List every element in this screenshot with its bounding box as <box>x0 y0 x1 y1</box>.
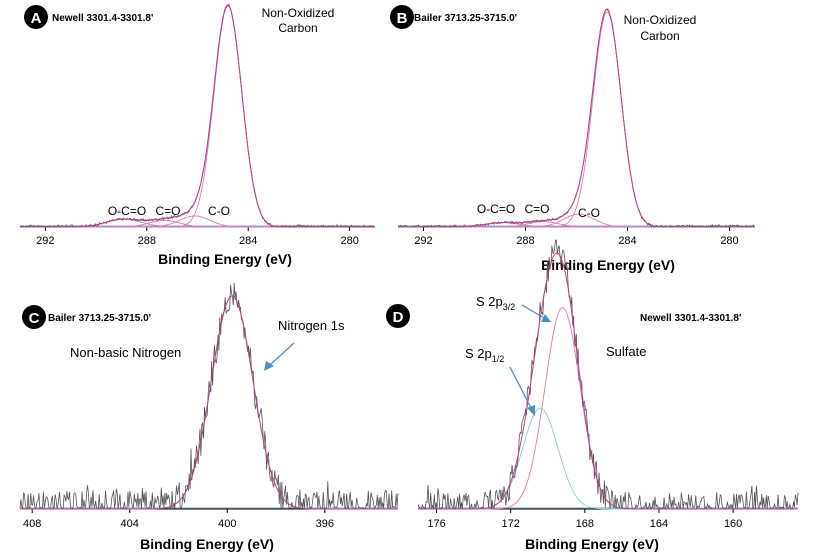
panel-c-fit-envelope <box>20 295 398 510</box>
panel-c-arrow <box>264 342 295 371</box>
panel-c-arrow-shaft <box>269 342 295 366</box>
panel-d-badge: D <box>386 304 410 328</box>
panel-d-component-peak <box>418 307 798 510</box>
panel-a-tick-label: 292 <box>36 235 54 247</box>
panel-b-badge-circle <box>390 5 414 29</box>
panel-d-badge-circle <box>386 304 410 328</box>
panel-d-tick-label: 176 <box>427 518 445 530</box>
panel-b-tick-label: 280 <box>720 235 738 247</box>
panel-d-raw-spectrum <box>417 239 799 511</box>
panel-b-annotation-ocoo: O-C=O <box>477 202 515 216</box>
panel-a-fit-envelope <box>20 4 375 228</box>
panel-c-plot <box>19 282 399 510</box>
panel-b-sample-label: Bailer 3713.25-3715.0' <box>414 13 517 24</box>
panel-b-tick-label: 292 <box>414 235 432 247</box>
panel-b-badge-letter: B <box>397 10 408 27</box>
panel-b-xlabel: Binding Energy (eV) <box>541 257 675 273</box>
panel-b: 292 288 284 280 B Bailer 3713.25-3715.0' No… <box>390 5 756 273</box>
panel-b-tick-label: 288 <box>516 235 534 247</box>
panel-a-tick-label: 284 <box>239 235 257 247</box>
panel-a-badge: A <box>24 5 48 29</box>
panel-a-tick-label: 280 <box>340 235 358 247</box>
panel-d-arrow-lower-head <box>527 405 535 416</box>
panel-c-badge: C <box>22 305 46 329</box>
panel-a-annotation-nonoxidized: Non-Oxidized <box>262 6 335 20</box>
panel-d-tick-label: 160 <box>724 518 742 530</box>
panel-a-annotation-ocoo: O-C=O <box>108 204 146 218</box>
panel-d-xlabel: Binding Energy (eV) <box>525 536 659 552</box>
panel-c: 408 404 400 396 C Bailer 3713.25-3715.0' Ni… <box>19 282 399 552</box>
panel-a-tick-label: 288 <box>138 235 156 247</box>
panel-a-badge-letter: A <box>31 10 42 27</box>
panel-a-plot <box>19 3 376 228</box>
panel-d-arrow-upper-shaft <box>521 304 545 319</box>
panel-d-arrow-lower <box>509 366 535 416</box>
panel-d-annotation-s2p32: S 2p3/2 <box>476 294 515 312</box>
panel-b-ticks: 292 288 284 280 <box>414 227 739 247</box>
panel-c-annotation-nonbasic: Non-basic Nitrogen <box>70 345 181 360</box>
panel-c-tick-label: 404 <box>121 518 139 530</box>
panel-d-s2p12-sub: 1/2 <box>492 354 505 364</box>
panel-d-sample-label: Newell 3301.4-3301.8' <box>640 313 741 324</box>
panel-d-s2p32-main: S 2p <box>476 294 503 309</box>
panel-d-s2p12-main: S 2p <box>465 346 492 361</box>
panel-b-badge: B <box>390 5 414 29</box>
panel-c-badge-letter: C <box>29 310 40 327</box>
panel-d-arrow-lower-shaft <box>509 366 532 409</box>
panel-a-annotation-co-single: C-O <box>208 204 230 218</box>
panel-d-arrow-upper-head <box>541 314 551 322</box>
panel-c-badge-circle <box>22 305 46 329</box>
panel-a: 292 288 284 280 A Newell 3301.4-3301.8' Non… <box>19 3 376 267</box>
panel-d-tick-label: 168 <box>576 518 594 530</box>
panel-a-badge-circle <box>24 5 48 29</box>
panel-c-tick-label: 400 <box>218 518 236 530</box>
panel-c-xlabel: Binding Energy (eV) <box>140 536 274 552</box>
panel-b-annotation-co-double: C=O <box>524 202 549 216</box>
panel-c-sample-label: Bailer 3713.25-3715.0' <box>48 313 151 324</box>
panel-d-plot <box>417 239 799 511</box>
panel-c-annotation-nitrogen: Nitrogen 1s <box>278 318 345 333</box>
panel-d-ticks: 176 172 168 164 160 <box>427 509 742 530</box>
panel-b-plot <box>397 8 756 228</box>
panel-d-badge-letter: D <box>393 309 404 326</box>
panel-a-annotation-co-double: C=O <box>155 204 180 218</box>
panel-a-ticks: 292 288 284 280 <box>36 227 359 247</box>
panel-d: 176 172 168 164 160 D Newell 3301.4-3301.8' … <box>386 239 799 552</box>
panel-d-tick-label: 172 <box>502 518 520 530</box>
panel-b-annotation-co-single: C-O <box>578 206 600 220</box>
panel-c-ticks: 408 404 400 396 <box>23 509 334 530</box>
panel-d-s2p32-sub: 3/2 <box>503 302 516 312</box>
panel-d-arrow-upper <box>521 304 551 322</box>
panel-c-tick-label: 408 <box>23 518 41 530</box>
panel-d-fit-envelope <box>418 252 798 510</box>
panel-c-arrow-head <box>264 361 274 371</box>
panel-d-annotation-s2p12: S 2p1/2 <box>465 346 504 364</box>
panel-b-fit-envelope <box>398 9 755 228</box>
panel-b-tick-label: 284 <box>618 235 636 247</box>
panel-d-annotation-sulfate: Sulfate <box>606 344 646 359</box>
panel-b-annotation-carbon: Carbon <box>640 29 679 43</box>
panel-b-component-peak <box>398 213 755 228</box>
panel-a-sample-label: Newell 3301.4-3301.8' <box>52 13 153 24</box>
panel-d-tick-label: 164 <box>650 518 668 530</box>
panel-a-annotation-carbon: Carbon <box>278 21 317 35</box>
panel-b-annotation-nonoxidized: Non-Oxidized <box>624 13 697 27</box>
panel-c-tick-label: 396 <box>316 518 334 530</box>
panel-a-xlabel: Binding Energy (eV) <box>158 251 292 267</box>
panel-d-component-peak <box>418 407 798 510</box>
